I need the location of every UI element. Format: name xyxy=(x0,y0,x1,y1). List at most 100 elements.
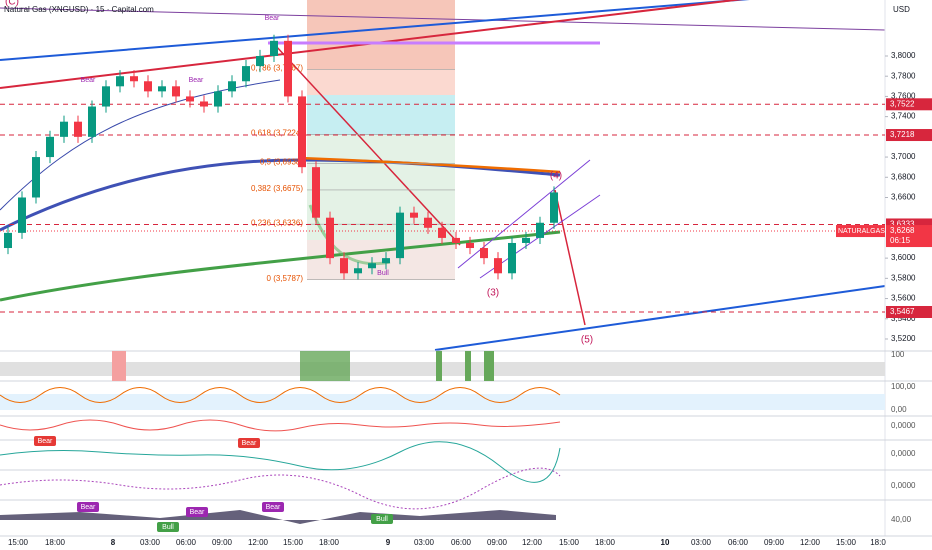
candle-body xyxy=(396,212,404,259)
annotation: (C) xyxy=(5,0,19,8)
annotation: Bull xyxy=(376,516,388,523)
x-tick-label: 06:00 xyxy=(728,538,749,547)
annotation-badge xyxy=(238,438,260,448)
x-tick-label: 03:00 xyxy=(414,538,435,547)
annotation-badge xyxy=(262,502,284,512)
candle-body xyxy=(536,222,544,238)
pane-label: 100 xyxy=(891,350,905,359)
annotation: Bear xyxy=(190,509,205,516)
x-tick-label: 15:00 xyxy=(283,538,304,547)
candle-body xyxy=(508,242,516,274)
annotation: Bull xyxy=(162,524,174,531)
x-tick-label: 15:00 xyxy=(8,538,29,547)
candle-body xyxy=(466,242,474,249)
candle-body xyxy=(298,96,306,168)
candle-body xyxy=(522,237,530,243)
candle-body xyxy=(354,268,362,274)
candle-body xyxy=(284,40,292,97)
candle-body xyxy=(172,86,180,97)
fib-label: 0 (3,5787) xyxy=(267,274,304,283)
y-tick-label: 3,7000 xyxy=(891,152,916,161)
annotation: Bull xyxy=(377,270,389,277)
candle-body xyxy=(130,76,138,82)
candle-body xyxy=(158,86,166,92)
candle-body xyxy=(312,167,320,218)
x-tick-label: 09:00 xyxy=(764,538,785,547)
x-tick-label: 06:00 xyxy=(451,538,472,547)
annotation: Bear xyxy=(189,77,204,84)
x-tick-label: 10 xyxy=(661,538,670,547)
y-tick-label: 3,5200 xyxy=(891,334,916,343)
candle-body xyxy=(550,192,558,223)
annotation-badge xyxy=(157,522,179,532)
chart-title: Natural Gas (XNGUSD) · 15 · Capital.com xyxy=(4,5,154,14)
annotation-badge xyxy=(186,507,208,517)
candle-body xyxy=(326,217,334,259)
annotation: Bear xyxy=(265,15,280,22)
x-tick-label: 06:00 xyxy=(176,538,197,547)
fib-label: 0,236 (3,6336) xyxy=(251,218,303,227)
candle-body xyxy=(186,96,194,102)
currency: USD xyxy=(893,5,910,14)
annotation: (3) xyxy=(487,288,499,299)
annotation: Bear xyxy=(81,504,96,511)
y-tick-label: 3,7400 xyxy=(891,112,916,121)
candle-body xyxy=(452,237,460,243)
candle-body xyxy=(46,136,54,158)
y-tick-label: 3,5600 xyxy=(891,294,916,303)
current-badge xyxy=(886,225,932,248)
candle-body xyxy=(88,106,96,137)
x-tick-label: 09:00 xyxy=(212,538,233,547)
candle-body xyxy=(18,197,26,233)
y-tick-label: 3,6000 xyxy=(891,253,916,262)
pane-label: 0,0000 xyxy=(891,481,916,490)
annotation: (4) xyxy=(550,171,562,182)
candle-body xyxy=(340,258,348,274)
y-tick-label: 3,5400 xyxy=(891,314,916,323)
price-label: 3,7522 xyxy=(890,99,915,108)
pane-label: 0,00 xyxy=(891,405,907,414)
x-tick-label: 09:00 xyxy=(487,538,508,547)
candle-body xyxy=(382,258,390,264)
annotation: Bear xyxy=(242,440,257,447)
price-badge xyxy=(886,129,932,142)
candle-body xyxy=(410,212,418,218)
pane-label: 0,0000 xyxy=(891,449,916,458)
candle-body xyxy=(242,66,250,82)
y-tick-label: 3,6800 xyxy=(891,172,916,181)
x-tick-label: 12:00 xyxy=(800,538,821,547)
fib-label: 0,786 (3,7867) xyxy=(251,64,303,73)
x-tick-label: 03:00 xyxy=(691,538,712,547)
countdown-label: 06:15 xyxy=(890,236,911,245)
x-tick-label: 12:00 xyxy=(522,538,543,547)
y-tick-label: 3,7600 xyxy=(891,92,916,101)
symbol-label: NATURALGAS xyxy=(838,228,885,235)
x-tick-label: 18:0 xyxy=(870,538,886,547)
candle-body xyxy=(494,258,502,274)
candle-body xyxy=(144,81,152,92)
x-tick-label: 12:00 xyxy=(248,538,269,547)
candle-body xyxy=(368,263,376,269)
annotation: Bear xyxy=(81,77,96,84)
y-tick-label: 3,8000 xyxy=(891,51,916,60)
x-tick-label: 9 xyxy=(386,538,391,547)
symbol-badge xyxy=(836,225,885,238)
candle-body xyxy=(32,157,40,198)
pane-label: 0,0000 xyxy=(891,421,916,430)
price-badge xyxy=(886,305,932,318)
current-label: 3,6268 xyxy=(890,226,915,235)
x-tick-label: 15:00 xyxy=(559,538,580,547)
candle-body xyxy=(256,55,264,67)
fib-label: 0,5 (3,6938) xyxy=(260,157,303,166)
price-label: 3,6333 xyxy=(890,220,915,229)
x-tick-label: 15:00 xyxy=(836,538,857,547)
candle-body xyxy=(60,121,68,137)
x-tick-label: 03:00 xyxy=(140,538,161,547)
annotation-badge xyxy=(77,502,99,512)
candle-body xyxy=(4,232,12,249)
fib-label: 0,382 (3,6675) xyxy=(251,184,303,193)
candle-body xyxy=(102,86,110,107)
price-label: 3,5467 xyxy=(890,307,915,316)
annotation: Bear xyxy=(266,504,281,511)
